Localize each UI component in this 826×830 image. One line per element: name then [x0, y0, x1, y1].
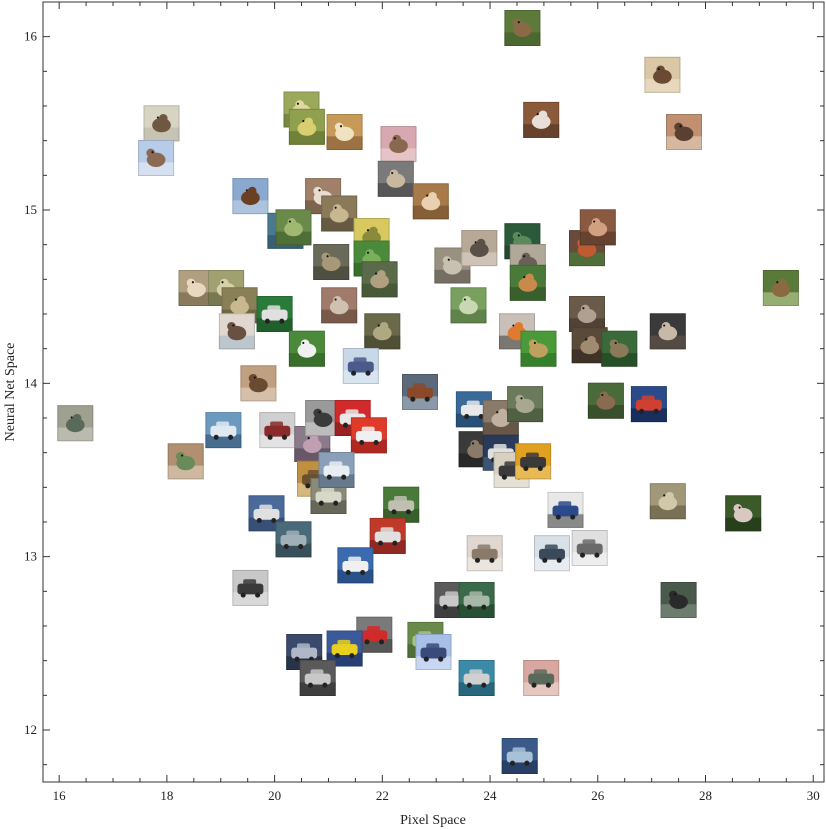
x-axis: 16 18 20 22 24 26 28 30 [53, 2, 820, 803]
thumbnail-point-frog [321, 195, 358, 232]
thumbnail-point-dog [326, 114, 363, 150]
thumbnail-point-truck [458, 582, 495, 618]
thumbnail-point-truck [383, 486, 420, 523]
y-axis: 12 13 14 15 16 [24, 1, 824, 766]
y-tick-label: 16 [24, 29, 38, 44]
thumbnail-point-deer [587, 382, 624, 419]
y-tick-label: 15 [24, 202, 37, 217]
thumbnail-point-deer [313, 244, 350, 280]
thumbnail-point-deer [762, 270, 799, 306]
thumbnail-point-automobile [458, 660, 495, 696]
thumbnail-point-automobile [232, 569, 269, 606]
thumbnail-point-dog [380, 126, 417, 163]
thumbnail-point-ship [318, 452, 355, 488]
thumbnail-point-automobile [534, 535, 570, 572]
thumbnail-point-deer [601, 330, 638, 367]
thumbnail-point-airplane [630, 386, 667, 423]
thumbnail-point-frog [275, 209, 312, 246]
thumbnail-point-ship [205, 412, 242, 449]
thumbnail-point-ship [402, 374, 438, 410]
thumbnail-point-automobile [299, 660, 336, 696]
thumbnail-point-frog [57, 405, 94, 442]
plot-frame [42, 1, 825, 783]
thumbnail-point-automobile [466, 535, 503, 572]
thumbnail-point-ship [259, 412, 296, 449]
thumbnail-layer [57, 10, 799, 774]
thumbnail-point-horse [232, 178, 269, 215]
thumbnail-point-cat [666, 114, 702, 150]
thumbnail-point-bird [288, 108, 325, 145]
thumbnail-point-truck [256, 296, 293, 332]
thumbnail-point-horse [321, 287, 358, 324]
thumbnail-point-deer [649, 313, 686, 350]
thumbnail-point-dog [523, 101, 560, 138]
thumbnail-point-deer [450, 287, 487, 324]
thumbnail-point-bird [660, 582, 697, 618]
thumbnail-point-truck [337, 547, 374, 584]
thumbnail-point-frog [361, 261, 398, 298]
thumbnail-point-automobile [501, 738, 538, 774]
thumbnail-point-deer [167, 443, 204, 480]
thumbnail-point-dog [218, 313, 255, 350]
thumbnail-point-horse [240, 365, 277, 402]
thumbnail-point-person [644, 56, 681, 93]
y-axis-title: Neural Net Space [3, 343, 18, 442]
thumbnail-point-ostrich [461, 230, 498, 267]
thumbnail-point-truck [350, 417, 387, 454]
x-axis-title: Pixel Space [400, 813, 466, 828]
thumbnail-point-automobile [547, 491, 584, 528]
thumbnail-point-bird [507, 386, 544, 423]
x-tick-label: 26 [591, 788, 605, 803]
thumbnail-point-bird [649, 483, 686, 520]
thumbnail-point-airplane [342, 348, 379, 384]
y-tick-label: 13 [24, 549, 37, 564]
thumbnail-point-bird [138, 140, 175, 176]
thumbnail-point-horse [579, 209, 616, 246]
thumbnail-point-airplane [415, 634, 452, 670]
thumbnail-point-cat [725, 495, 762, 532]
x-tick-label: 18 [160, 788, 173, 803]
thumbnail-point-deer [509, 264, 546, 301]
thumbnail-point-automobile [571, 530, 608, 566]
thumbnail-point-frog [364, 313, 401, 350]
x-tick-label: 30 [807, 788, 820, 803]
thumbnail-point-horse [569, 296, 605, 332]
thumbnail-point-deer [412, 183, 449, 220]
thumbnail-point-horse [288, 330, 325, 367]
thumbnail-point-deer [520, 330, 557, 367]
x-tick-label: 28 [699, 788, 712, 803]
thumbnail-point-ship [275, 521, 312, 558]
thumbnail-point-cat [377, 160, 414, 197]
x-tick-label: 22 [376, 788, 389, 803]
y-tick-label: 14 [24, 375, 38, 390]
x-tick-label: 16 [53, 788, 67, 803]
x-tick-label: 20 [268, 788, 281, 803]
thumbnail-point-truck [515, 443, 552, 480]
y-tick-label: 12 [24, 722, 37, 737]
thumbnail-point-automobile [523, 660, 560, 696]
thumbnail-point-horse [143, 105, 180, 142]
x-tick-label: 24 [484, 788, 498, 803]
thumbnail-point-truck [369, 517, 406, 554]
thumbnail-point-deer [504, 10, 541, 46]
